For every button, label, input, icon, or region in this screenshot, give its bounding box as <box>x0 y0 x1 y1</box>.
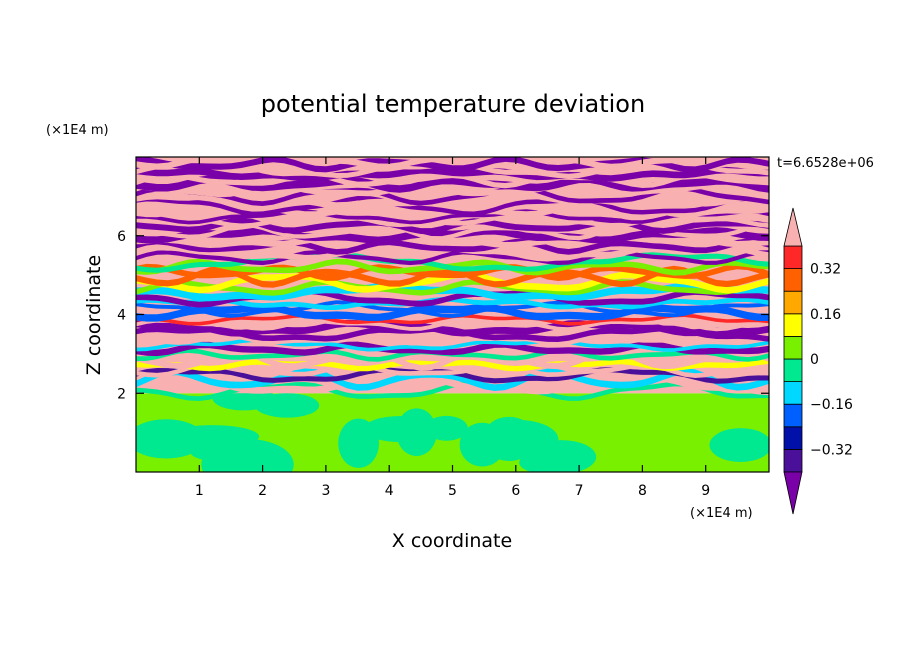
y-axis: 2 4 6 <box>117 229 769 402</box>
contour-band <box>136 185 769 206</box>
colorbar-segment <box>783 381 803 405</box>
x-tick-label: 9 <box>701 483 710 499</box>
lower-layer-blob <box>363 416 440 443</box>
colorbar-segment <box>783 313 803 337</box>
lower-layer-blob <box>338 418 380 468</box>
contour-band <box>136 195 769 217</box>
x-axis: 1 2 3 4 5 6 7 8 9 <box>195 157 710 499</box>
contour-band <box>136 214 769 229</box>
contour-band <box>136 330 769 346</box>
lower-layer-blob <box>709 428 769 462</box>
x-tick-label: 1 <box>195 483 204 499</box>
contour-band <box>136 325 769 342</box>
colorbar-segment <box>783 448 803 473</box>
contour-band <box>136 217 769 235</box>
lower-layer-blob <box>476 419 559 460</box>
contour-band <box>136 175 769 193</box>
contour-band <box>136 282 769 302</box>
contour-band <box>136 341 769 357</box>
colorbar-extend-min <box>783 471 803 515</box>
contour-band <box>136 241 769 262</box>
chart-title: potential temperature deviation <box>261 90 645 118</box>
colorbar-segment <box>783 403 803 428</box>
contour-band <box>136 297 769 310</box>
x-tick-label: 4 <box>385 483 394 499</box>
plot-area <box>136 157 769 472</box>
x-tick-label: 8 <box>638 483 647 499</box>
y-axis-label: Z coordinate <box>83 255 105 375</box>
colorbar-extend-max <box>783 207 803 247</box>
x-tick-label: 6 <box>511 483 520 499</box>
contour-band <box>136 358 769 372</box>
colorbar-segment <box>783 290 803 315</box>
x-axis-label: X coordinate <box>392 530 512 552</box>
x-unit-label: (×1E4 m) <box>690 506 753 521</box>
contour-band <box>136 157 769 173</box>
contour-band <box>136 300 769 318</box>
x-tick-label: 7 <box>575 483 584 499</box>
contour-band <box>136 318 769 332</box>
colorbar-label: −0.16 <box>810 397 853 413</box>
x-tick-label: 3 <box>321 483 330 499</box>
field-contours <box>136 157 769 472</box>
contour-band <box>136 313 769 326</box>
colorbar-label: 0 <box>810 352 819 368</box>
colorbar: 0.32 0.16 0 −0.16 −0.32 <box>783 207 853 515</box>
contour-band <box>136 191 769 209</box>
colorbar-segment <box>783 268 803 292</box>
colorbar-label: −0.32 <box>810 442 853 458</box>
lower-layer-blob <box>190 442 254 462</box>
colorbar-label: 0.16 <box>810 307 841 323</box>
contour-band <box>136 362 769 378</box>
y-tick-label: 6 <box>117 229 126 245</box>
colorbar-segment <box>783 426 803 450</box>
contour-band <box>136 303 769 322</box>
x-tick-label: 2 <box>258 483 267 499</box>
contour-band <box>136 166 769 182</box>
x-tick-label: 5 <box>448 483 457 499</box>
lower-layer-blob <box>254 393 320 418</box>
colorbar-segment <box>783 245 803 270</box>
colorbar-segment <box>783 335 803 360</box>
colorbar-segment <box>783 358 803 383</box>
y-tick-label: 4 <box>117 308 126 324</box>
time-label: t=6.6528e+06 <box>777 156 874 171</box>
contour-band <box>136 319 769 337</box>
contour-band <box>136 374 769 396</box>
contour-band <box>136 157 769 170</box>
contour-band <box>136 160 769 179</box>
y-tick-label: 2 <box>117 386 126 402</box>
lower-layer-blob <box>136 419 205 459</box>
colorbar-label: 0.32 <box>810 262 841 278</box>
y-unit-label: (×1E4 m) <box>46 123 109 138</box>
contour-band <box>136 265 769 288</box>
